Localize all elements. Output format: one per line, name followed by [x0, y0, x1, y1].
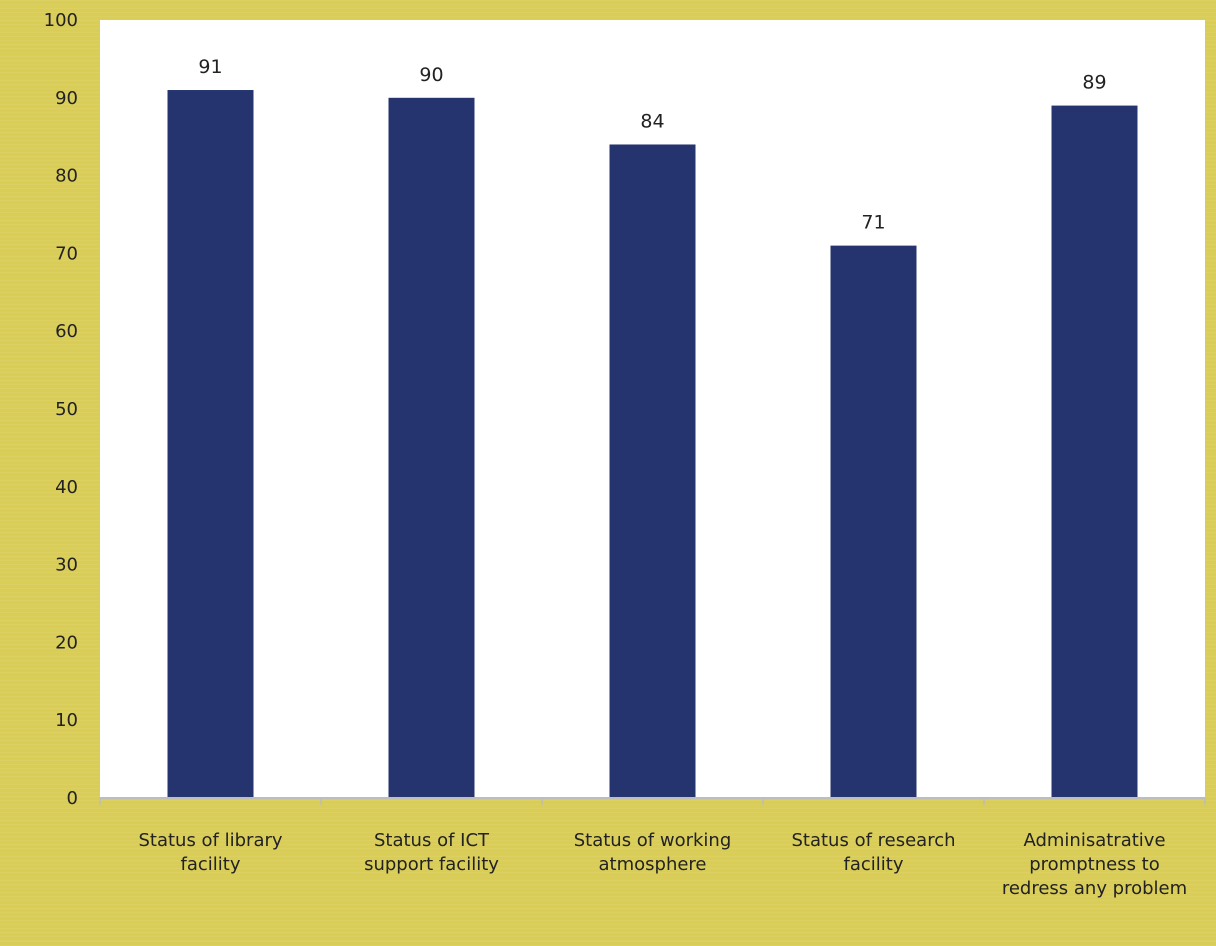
bar-value-label: 90: [419, 64, 443, 86]
category-label-line: promptness to: [1029, 854, 1160, 875]
category-label-line: facility: [844, 854, 904, 875]
y-tick-label: 20: [55, 632, 78, 653]
bar: [167, 90, 254, 798]
y-tick-label: 90: [55, 88, 78, 109]
category-label-line: Status of ICT: [374, 830, 490, 851]
y-tick-label: 60: [55, 321, 78, 342]
y-tick-label: 80: [55, 166, 78, 187]
bar-value-label: 89: [1082, 72, 1106, 94]
category-label-line: support facility: [364, 854, 499, 875]
category-label-line: atmosphere: [599, 854, 707, 875]
bar: [1051, 105, 1138, 798]
category-label: Status of ICT support facility: [364, 830, 499, 875]
category-label: Adminisatrative promptness to redress any …: [1002, 830, 1187, 899]
y-axis-ticks: 0 10 20 30 40 50 60 70 80 90 100: [44, 10, 78, 809]
bar-value-label: 84: [640, 110, 664, 132]
category-labels: Status of library facility Status of ICT su…: [138, 830, 1187, 899]
category-label: Status of working atmosphere: [574, 830, 732, 875]
category-label-line: redress any problem: [1002, 878, 1187, 899]
y-tick-label: 40: [55, 477, 78, 498]
bar: [609, 144, 696, 799]
bar: [388, 97, 475, 799]
category-label: Status of library facility: [138, 830, 282, 875]
category-label-line: Status of library: [138, 830, 282, 851]
category-label: Status of research facility: [791, 830, 955, 875]
data-labels: 91 90 84 71 89: [198, 56, 1106, 234]
bar: [830, 245, 917, 798]
y-tick-label: 50: [55, 399, 78, 420]
y-tick-label: 100: [44, 10, 78, 31]
y-tick-label: 70: [55, 243, 78, 264]
bar-value-label: 71: [861, 212, 885, 234]
bar-value-label: 91: [198, 56, 222, 78]
category-label-line: Status of working: [574, 830, 732, 851]
category-label-line: facility: [181, 854, 241, 875]
x-axis-tick-marks: [99, 798, 1206, 805]
category-label-line: Adminisatrative: [1023, 830, 1165, 851]
y-tick-label: 10: [55, 710, 78, 731]
category-label-line: Status of research: [791, 830, 955, 851]
y-tick-label: 30: [55, 555, 78, 576]
bars: [167, 90, 1138, 799]
y-tick-label: 0: [67, 788, 78, 809]
